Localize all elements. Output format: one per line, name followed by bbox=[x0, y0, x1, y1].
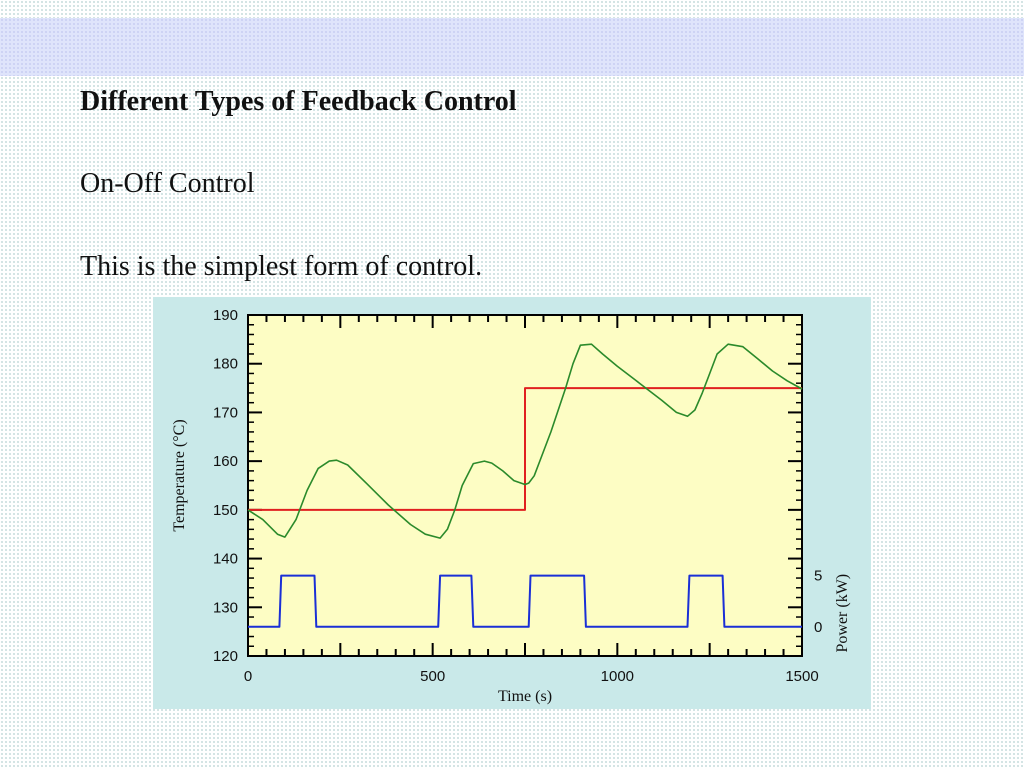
y-tick-label: 160 bbox=[213, 453, 238, 470]
slide-body-text: This is the simplest form of control. bbox=[80, 251, 483, 282]
slide-title: Different Types of Feedback Control bbox=[80, 86, 517, 117]
y2-axis-title: Power (kW) bbox=[834, 574, 851, 653]
x-tick-label: 0 bbox=[244, 668, 252, 685]
y-tick-label: 140 bbox=[213, 551, 238, 568]
slide-subtitle: On-Off Control bbox=[80, 168, 255, 199]
title-band bbox=[0, 18, 1024, 76]
y-tick-label: 180 bbox=[213, 356, 238, 373]
y2-tick-label: 5 bbox=[814, 568, 822, 585]
setpoint-series-line bbox=[248, 387, 802, 511]
y-axis-title: Temperature (°C) bbox=[171, 419, 188, 531]
x-axis-title: Time (s) bbox=[498, 688, 552, 705]
y-tick-label: 150 bbox=[213, 502, 238, 519]
temperature-series-line bbox=[247, 343, 803, 539]
y-tick-label: 170 bbox=[213, 404, 238, 421]
power-series-line bbox=[248, 574, 802, 628]
y-tick-label: 130 bbox=[213, 599, 238, 616]
y2-tick-label: 0 bbox=[814, 619, 822, 636]
x-tick-label: 500 bbox=[420, 668, 445, 685]
feedback-control-chart: 120 130 140 150 160 170 180 190 0 500 1000 1500 0 5 Ti… bbox=[171, 307, 851, 705]
chart-panel: 120 130 140 150 160 170 180 190 0 500 1000 1500 0 5 Ti… bbox=[153, 297, 871, 709]
y-tick-label: 190 bbox=[213, 307, 238, 324]
y-tick-label: 120 bbox=[213, 648, 238, 665]
x-tick-label: 1500 bbox=[785, 668, 818, 685]
x-tick-label: 1000 bbox=[601, 668, 634, 685]
